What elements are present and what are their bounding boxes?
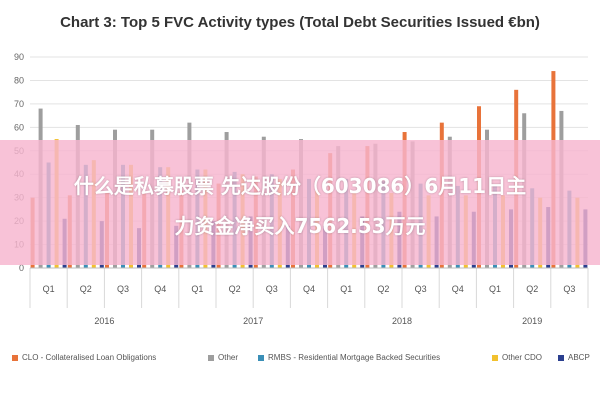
legend-swatch [12,354,18,361]
y-tick-label: 70 [14,99,24,109]
legend-label: ABCP [568,353,590,362]
watermark-text-line-2: 力资金净买入7562.53万元 [174,214,426,238]
x-tick-label: Q2 [526,284,538,294]
x-tick-label: Q1 [43,284,55,294]
legend-label: Other [218,353,239,362]
legend-swatch [208,354,214,361]
y-tick-label: 90 [14,52,24,62]
x-tick-label: Q2 [229,284,241,294]
legend-item: RMBS - Residential Mortgage Backed Secur… [258,353,440,362]
x-group-label: 2016 [94,316,114,326]
legend-item: ABCP [558,353,590,362]
x-tick-label: Q4 [154,284,166,294]
x-tick-label: Q1 [340,284,352,294]
legend-swatch [558,354,564,361]
x-tick-label: Q2 [377,284,389,294]
legend-item: Other CDO [492,353,542,362]
x-tick-label: Q4 [452,284,464,294]
x-tick-label: Q1 [191,284,203,294]
legend-label: RMBS - Residential Mortgage Backed Secur… [268,353,441,362]
x-tick-label: Q2 [80,284,92,294]
legend-item: CLO - Collateralised Loan Obligations [12,353,156,362]
legend-swatch [258,354,264,361]
y-tick-label: 60 [14,122,24,132]
watermark-banner: 什么是私募股票 先达股份（603086）6月11日主 力资金净买入7562.53… [0,140,600,265]
x-tick-label: Q4 [303,284,315,294]
x-tick-label: Q3 [117,284,129,294]
x-group-label: 2017 [243,316,263,326]
legend-item: Other [208,353,238,362]
x-tick-label: Q3 [563,284,575,294]
x-group-label: 2019 [522,316,542,326]
chart-title: Chart 3: Top 5 FVC Activity types (Total… [60,14,540,31]
x-tick-label: Q1 [489,284,501,294]
x-tick-label: Q3 [415,284,427,294]
x-group-label: 2018 [392,316,412,326]
legend-label: CLO - Collateralised Loan Obligations [22,353,157,362]
y-tick-label: 0 [19,263,24,273]
legend-label: Other CDO [502,353,543,362]
x-tick-label: Q3 [266,284,278,294]
watermark-text-line-1: 什么是私募股票 先达股份（603086）6月11日主 [73,174,527,198]
legend-swatch [492,354,498,361]
y-tick-label: 80 [14,75,24,85]
chart-legend: CLO - Collateralised Loan Obligations Oth… [0,350,600,368]
